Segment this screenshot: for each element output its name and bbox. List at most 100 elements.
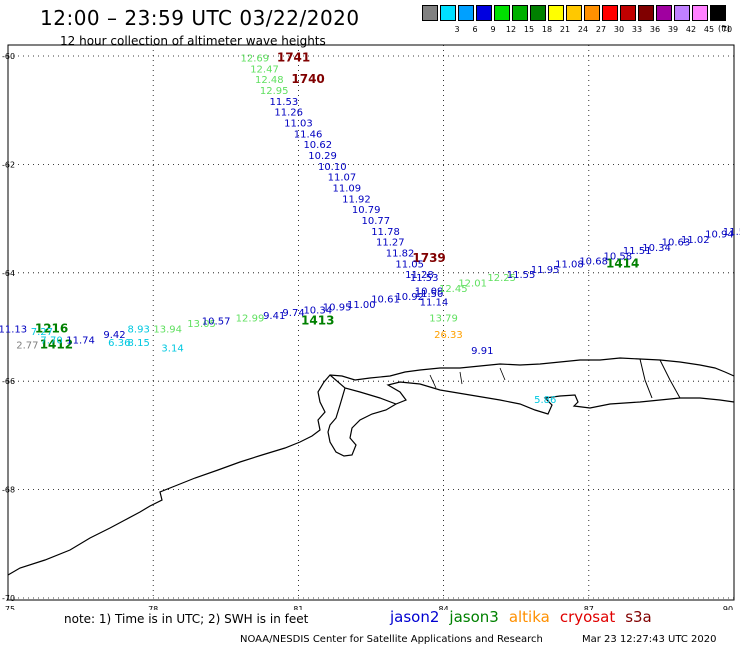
pass-time-label: 1412 [40,338,73,352]
legend-swatch [530,5,546,21]
wave-height-label: 10.68 [579,257,608,268]
legend-bin-label: 36 [649,25,661,34]
pass-time-label: 1741 [277,50,310,64]
latitude-tick: -60 [2,52,15,61]
wave-height-label: 12.45 [439,284,468,295]
wave-height-label: 12.69 [241,53,270,64]
legend-bin-label: 21 [559,25,571,34]
legend-swatch [710,5,726,21]
wave-height-label: 2.77 [16,341,38,352]
wave-height-label: 10.95 [323,303,352,314]
legend-bin-label: 39 [667,25,679,34]
latitude-tick: -70 [2,594,15,603]
latitude-tick: -66 [2,377,15,386]
wave-height-label: 10.34 [303,305,332,316]
legend-swatch [422,5,438,21]
wave-height-label: 10.09 [415,286,444,297]
wave-height-label: 10.57 [202,316,231,327]
legend-bin-label: 3 [454,25,460,34]
wave-height-label: 10.94 [705,230,734,241]
longitude-tick: 75 [5,605,15,610]
wave-height-label: 11.03 [284,118,313,129]
wave-height-label: 10.63 [662,238,691,249]
legend-bin-label: 42 [685,25,697,34]
wave-height-label: 13.05 [187,319,216,330]
wave-height-label: 11.27 [376,238,405,249]
wave-height-label: 11.26 [274,108,303,119]
wave-height-label: 11.5 [723,227,740,238]
wave-height-label: 10.61 [371,295,400,306]
wave-height-label: 11.14 [420,297,449,308]
credit-text: NOAA/NESDIS Center for Satellite Applica… [240,634,543,645]
wave-height-label: 10.58 [604,251,633,262]
wave-height-label: 11.55 [507,270,536,281]
satellite-legend: jason2 jason3 altika cryosat s3a [390,608,662,626]
wave-height-label: 10.62 [303,140,332,151]
wave-height-label: 3.14 [161,343,183,354]
wave-height-label: 11.02 [681,235,710,246]
wave-height-label: 11.95 [531,265,560,276]
wave-height-label: 11.09 [332,184,361,195]
wave-height-label: 11.92 [342,194,371,205]
wave-height-label: 7.27 [31,327,53,338]
wave-height-label: 11.05 [395,259,424,270]
wave-height-label: 12.01 [458,278,487,289]
legend-swatch [566,5,582,21]
legend-swatch [512,5,528,21]
legend-swatch [602,5,618,21]
wave-height-label: 11.28 [405,270,434,281]
legend-swatch [440,5,456,21]
legend-bin-label: 45 [703,25,715,34]
wave-height-label: 10.10 [318,162,347,173]
wave-height-label: 12.48 [255,75,284,86]
wave-height-label: 13.94 [153,324,182,335]
pass-time-label: 1216 [35,321,68,335]
longitude-tick: 78 [148,605,158,610]
color-legend-unit: (ft) [718,24,731,33]
wave-height-label: 5.86 [534,395,556,406]
legend-bin-label: 70 [721,25,733,34]
latitude-tick: -68 [2,486,15,495]
longitude-tick: 90 [723,605,733,610]
wave-height-label: 11.78 [371,227,400,238]
legend-swatch [692,5,708,21]
legend-bin-label: 9 [490,25,496,34]
map-frame [7,44,735,601]
footer-note: note: 1) Time is in UTC; 2) SWH is in fe… [64,612,309,626]
graticule [8,45,734,600]
wave-height-label: 6.36 [108,338,130,349]
wave-height-label: 11.08 [555,259,584,270]
wave-height-label: 11.82 [386,249,415,260]
wave-height-label: 12.95 [260,86,289,97]
wave-height-label: 10.34 [642,243,671,254]
legend-bin-label: 27 [595,25,607,34]
wave-height-label: 11.53 [270,97,299,108]
wave-height-label: 12.47 [250,64,279,75]
pass-time-label: 1414 [606,256,639,270]
wave-height-label: 10.79 [352,205,381,216]
wave-height-label: 11.50 [415,289,444,300]
wave-height-label: 12.99 [236,314,265,325]
latitude-tick: -62 [2,160,15,169]
wave-height-label: 11.74 [66,335,95,346]
timestamp: Mar 23 12:27:43 UTC 2020 [582,634,717,645]
legend-swatch [638,5,654,21]
wave-height-label: 12.25 [487,273,516,284]
axis-tick-labels: 75 78 81 84 87 90 -60 -62 -64 -66 -68 -70 [2,52,733,610]
legend-swatch [494,5,510,21]
legend-bin-label: 12 [505,25,517,34]
coastline [7,357,735,576]
wave-height-label: 9.42 [103,330,125,341]
legend-swatch [584,5,600,21]
longitude-tick: 81 [293,605,303,610]
wave-height-label: 11.51 [623,246,652,257]
wave-height-labels: 174117401739121614121413141412.6912.4712… [0,50,740,405]
wave-height-label: 9.74 [282,308,304,319]
wave-height-label: 7.70 [40,335,62,346]
wave-height-label: 10.92 [395,292,424,303]
legend-bin-label: 30 [613,25,625,34]
pass-time-label: 1413 [301,313,334,327]
legend-swatch [674,5,690,21]
legend-swatch [548,5,564,21]
legend-swatch [620,5,636,21]
